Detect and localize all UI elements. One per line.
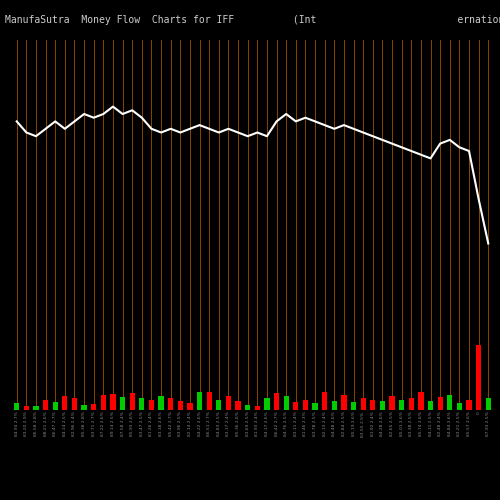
Bar <box>82 405 86 410</box>
Bar <box>62 396 68 410</box>
Bar <box>139 398 144 410</box>
Bar <box>399 400 404 410</box>
Bar <box>447 395 452 410</box>
Bar <box>418 392 424 410</box>
Bar <box>130 394 135 410</box>
Bar <box>466 400 471 410</box>
Bar <box>43 400 49 410</box>
Bar <box>72 398 77 410</box>
Bar <box>168 398 173 410</box>
Bar <box>158 396 164 410</box>
Bar <box>351 402 356 410</box>
Bar <box>110 394 116 410</box>
Bar <box>428 401 433 410</box>
Bar <box>226 396 231 410</box>
Bar <box>149 400 154 410</box>
Bar <box>322 392 328 410</box>
Bar <box>284 396 289 410</box>
Bar <box>264 398 270 410</box>
Bar <box>274 394 279 410</box>
Bar <box>188 404 192 410</box>
Bar <box>360 398 366 410</box>
Bar <box>178 401 183 410</box>
Bar <box>390 396 394 410</box>
Bar <box>14 404 20 410</box>
Bar <box>254 406 260 410</box>
Bar <box>197 392 202 410</box>
Bar <box>380 401 385 410</box>
Bar <box>408 398 414 410</box>
Bar <box>332 401 337 410</box>
Bar <box>34 406 38 410</box>
Bar <box>120 397 125 410</box>
Bar <box>236 401 240 410</box>
Bar <box>293 402 298 410</box>
Bar <box>100 395 106 410</box>
Bar <box>24 406 29 410</box>
Bar <box>312 404 318 410</box>
Bar <box>245 405 250 410</box>
Bar <box>52 402 58 410</box>
Bar <box>370 400 376 410</box>
Bar <box>438 398 443 410</box>
Bar <box>206 392 212 410</box>
Bar <box>303 400 308 410</box>
Bar <box>342 395 346 410</box>
Bar <box>91 404 96 410</box>
Bar <box>486 398 491 410</box>
Bar <box>216 400 222 410</box>
Bar <box>476 345 482 410</box>
Text: ManufaSutra  Money Flow  Charts for IFF          (Int                        ern: ManufaSutra Money Flow Charts for IFF (I… <box>5 15 500 25</box>
Bar <box>456 402 462 410</box>
